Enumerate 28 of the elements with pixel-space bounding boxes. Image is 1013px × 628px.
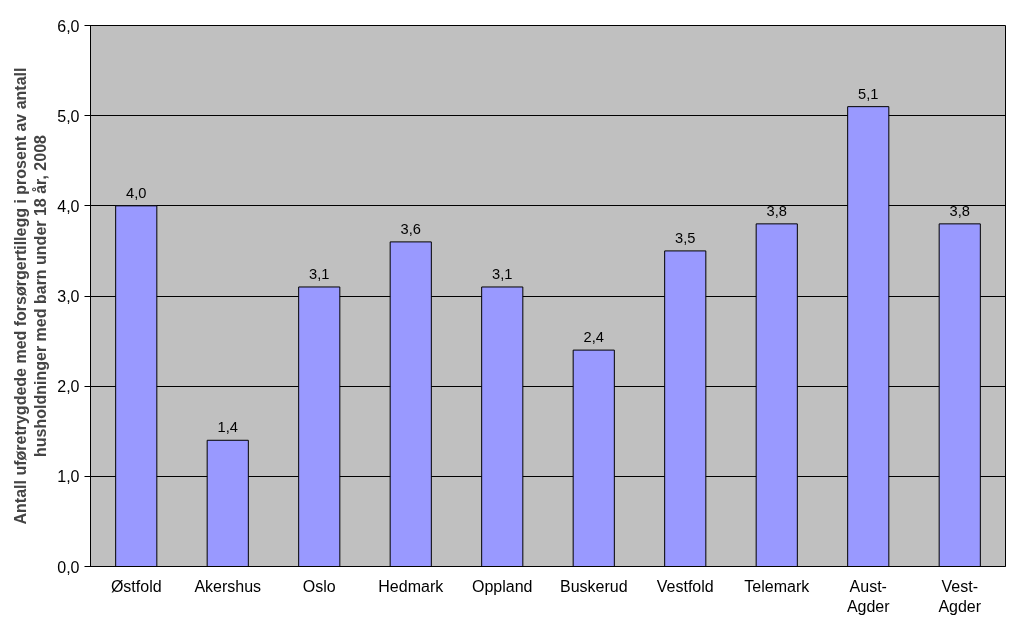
y-tick-label: 1,0	[57, 468, 80, 486]
y-tick-label: 3,0	[57, 288, 80, 305]
x-tick-label: Vestfold	[656, 577, 714, 595]
x-tick-label: Telemark	[744, 577, 811, 595]
x-tick-label: Hedmark	[378, 577, 445, 595]
data-label: 3,1	[309, 265, 330, 282]
data-label: 3,5	[675, 229, 696, 246]
data-label: 3,6	[400, 220, 421, 237]
data-label: 1,4	[217, 419, 238, 436]
x-tick-label: Vest- Agder	[938, 577, 982, 615]
x-tick-label: Aust- Agder	[846, 577, 891, 615]
y-axis-title: Antall uføretrygdede med forsørgertillegg i prosent av antall husholdninger med barn under 18 år, 2008	[11, 67, 50, 525]
x-tick-label: Akershus	[194, 577, 262, 595]
y-tick-label: 2,0	[57, 378, 80, 396]
y-tick-label: 4,0	[57, 197, 80, 215]
data-label: 3,1	[492, 265, 513, 282]
y-tick-label: 6,0	[57, 17, 80, 35]
data-label: 3,8	[949, 202, 970, 219]
y-tick-label: 0,0	[57, 558, 80, 576]
x-tick-label: Oslo	[302, 577, 336, 595]
x-tick-label: Østfold	[110, 577, 162, 595]
data-label: 4,0	[126, 184, 147, 201]
data-label: 3,8	[766, 202, 787, 219]
x-tick-label: Buskerud	[559, 577, 628, 595]
data-label: 2,4	[583, 329, 604, 346]
data-label: 5,1	[858, 85, 879, 102]
x-tick-label: Oppland	[472, 577, 533, 595]
y-tick-label: 5,0	[57, 107, 80, 125]
